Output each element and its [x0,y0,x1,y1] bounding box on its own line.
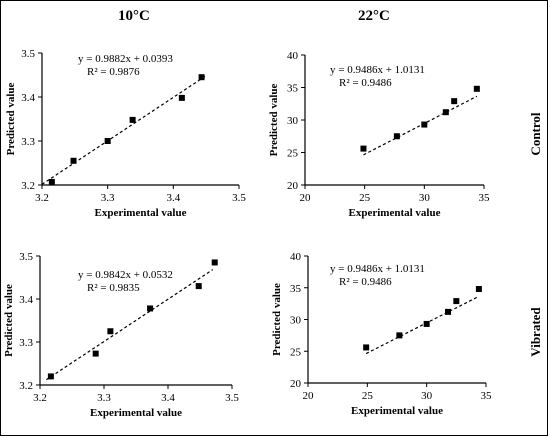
x-axis-label: Experimental value [95,207,187,219]
y-tick-label: 25 [287,148,299,160]
y-tick-label: 35 [287,83,299,95]
data-point [195,283,202,290]
y-tick-label: 3.4 [21,92,35,104]
x-tick-label: 35 [481,390,493,402]
x-axis-label: Experimental value [351,405,443,417]
y-axis-label: Predicted value [268,83,280,156]
y-tick-label: 20 [290,378,302,390]
data-point [70,157,77,164]
data-point [442,109,449,116]
data-point [396,332,403,339]
data-point [48,178,55,185]
regression-equation: y = 0.9486x + 1.0131 [330,263,425,275]
x-tick-label: 25 [362,390,374,402]
x-tick-label: 3.4 [161,392,175,404]
r-squared-label: R² = 0.9876 [87,66,140,78]
y-axis-label: Predicted value [5,82,17,155]
r-squared-label: R² = 0.9835 [87,282,140,294]
data-point [445,308,452,315]
data-point [47,373,54,380]
y-tick-label: 30 [290,315,302,327]
data-point [129,116,136,123]
y-tick-label: 40 [287,50,299,62]
data-point [475,286,482,293]
regression-equation: y = 0.9486x + 1.0131 [330,64,425,76]
y-tick-label: 3.3 [19,337,33,349]
x-axis-label: Experimental value [349,207,441,219]
x-tick-label: 30 [419,192,431,204]
y-tick-label: 3.5 [21,48,35,60]
regression-equation: y = 0.9842x + 0.0532 [78,269,173,281]
x-tick-label: 3.4 [166,192,180,204]
x-tick-label: 30 [421,390,433,402]
y-tick-label: 3.2 [19,380,33,392]
r-squared-label: R² = 0.9486 [339,77,392,89]
x-tick-label: 20 [303,390,315,402]
y-tick-label: 3.4 [19,294,33,306]
x-tick-label: 3.5 [232,192,246,204]
trend-line [365,295,480,355]
y-tick-label: 3.5 [19,251,33,263]
x-tick-label: 20 [300,192,312,204]
y-tick-label: 40 [290,251,302,263]
trend-line [363,95,478,156]
data-point [451,98,458,105]
data-point [198,74,205,81]
y-tick-label: 35 [290,283,302,295]
x-tick-label: 35 [479,192,491,204]
y-tick-label: 30 [287,115,299,127]
data-point [104,138,111,144]
data-point [423,320,430,327]
y-axis-label: Predicted value [3,284,15,357]
regression-equation: y = 0.9882x + 0.0393 [78,53,173,65]
trend-line [46,269,214,381]
data-point [147,305,154,312]
data-point [453,298,460,305]
data-point [92,350,99,357]
data-point [393,133,400,140]
y-axis-label: Predicted value [271,283,283,356]
x-tick-label: 25 [359,192,371,204]
data-point [473,85,480,92]
data-point [421,121,428,128]
r-squared-label: R² = 0.9486 [339,276,392,288]
y-tick-label: 3.2 [21,180,35,192]
x-tick-label: 3.5 [225,392,239,404]
x-tick-label: 3.3 [101,192,115,204]
data-point [178,94,185,101]
x-tick-label: 3.3 [97,392,111,404]
x-axis-label: Experimental value [90,407,182,419]
data-point [107,328,114,335]
data-point [211,259,218,266]
x-tick-label: 3.2 [35,192,49,204]
y-tick-label: 25 [290,346,302,358]
x-tick-label: 3.2 [33,392,47,404]
y-tick-label: 20 [287,180,299,192]
data-point [363,344,370,351]
column-header-22c: 22°C [358,8,390,24]
y-tick-label: 3.3 [21,136,35,148]
column-header-10c: 10°C [118,8,150,24]
data-point [360,145,367,152]
